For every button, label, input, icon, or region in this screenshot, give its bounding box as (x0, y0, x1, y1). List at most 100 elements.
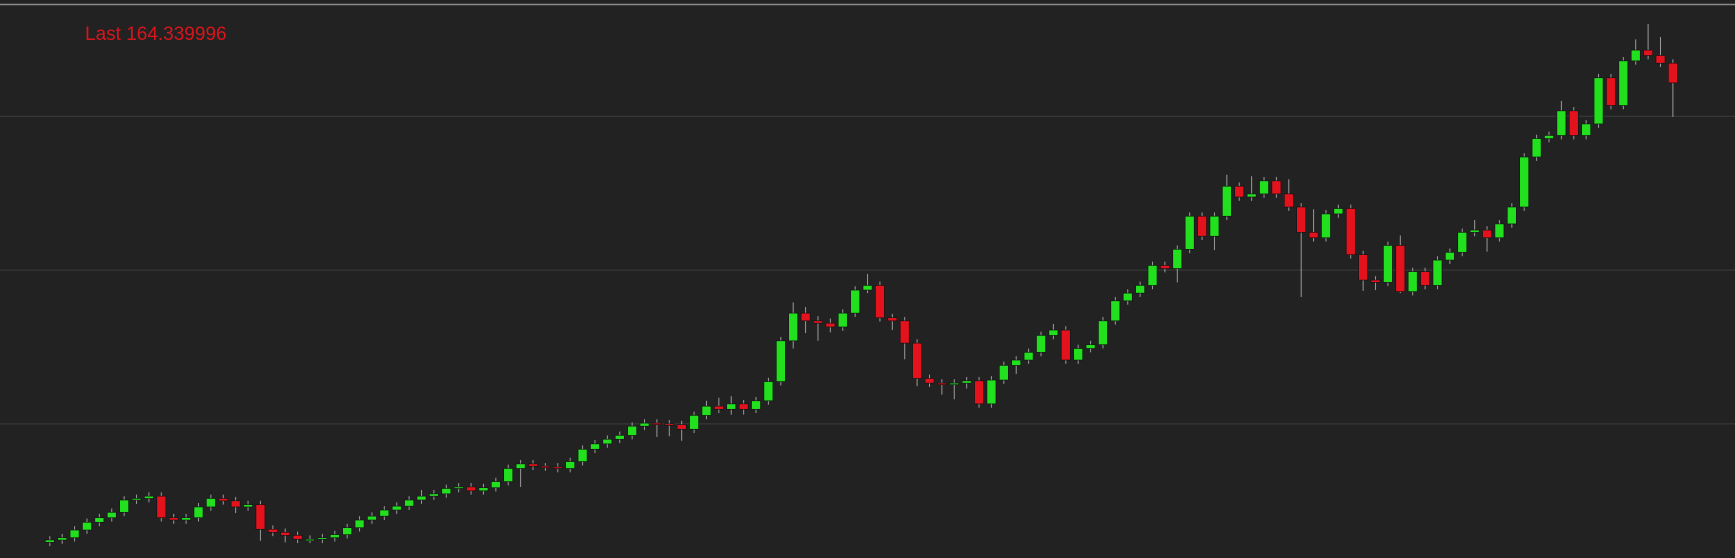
candle-body (1519, 156, 1530, 208)
candle-body (726, 403, 737, 410)
candle-body (1345, 208, 1356, 255)
candle-body (912, 342, 922, 379)
candle-body (1060, 329, 1071, 361)
candle-body (82, 522, 92, 531)
candle-body (1085, 344, 1096, 349)
candle-body (701, 405, 712, 416)
candle-body (391, 505, 402, 511)
candle-body (1432, 259, 1443, 286)
candle-body (255, 504, 266, 530)
candle-body (751, 400, 761, 410)
candle-body (416, 495, 427, 501)
candle-body (676, 424, 687, 430)
candle-body (776, 340, 786, 382)
candle-body (1655, 55, 1666, 64)
candle-body (1073, 348, 1083, 361)
candle-body (466, 486, 476, 492)
candle-body (1209, 215, 1220, 237)
candle-body (1246, 193, 1257, 198)
candle-body (1395, 245, 1406, 292)
candle-body (1333, 208, 1344, 215)
candle-body (131, 498, 142, 501)
candle-body (156, 495, 167, 519)
candle-body (1122, 292, 1133, 302)
candle-body (1259, 180, 1269, 195)
candle-body (1147, 265, 1158, 286)
candle-body (206, 498, 216, 508)
candle-body (1383, 245, 1393, 283)
candle-body (1494, 223, 1505, 239)
candle-body (1581, 123, 1591, 136)
candle-body (106, 512, 117, 519)
candle-body (850, 289, 860, 314)
candle-body (317, 537, 328, 540)
candle-body (1544, 135, 1554, 139)
candle-body (1482, 229, 1492, 239)
candle-body (689, 415, 699, 430)
candle-body (1358, 254, 1368, 281)
candle-body (503, 468, 514, 482)
candle-body (1531, 138, 1542, 158)
candle-body (515, 463, 526, 469)
candle-body (57, 537, 67, 541)
candle-body (441, 488, 452, 495)
candle-body (367, 515, 377, 521)
candle-body (862, 285, 873, 291)
candle-body (243, 504, 253, 508)
candle-body (565, 461, 575, 469)
candle-body (218, 498, 229, 502)
candle-body (937, 382, 947, 385)
candle-body (119, 499, 129, 513)
candle-body (491, 481, 501, 489)
candle-body (305, 538, 315, 542)
candle-body (590, 443, 600, 450)
candle-body (1172, 248, 1183, 269)
candle-body (1469, 229, 1480, 233)
candle-body (1023, 352, 1034, 361)
candle-body (1011, 359, 1022, 366)
candle-body (552, 466, 563, 469)
candle-body (329, 534, 340, 539)
candle-body (875, 285, 885, 319)
candle-body (627, 425, 637, 436)
candle-body (924, 378, 935, 384)
candle-body (1507, 206, 1517, 225)
candle-body (1618, 60, 1629, 106)
candle-body (1420, 271, 1430, 286)
candle-body (1222, 185, 1232, 217)
candle-body (664, 423, 675, 426)
candle-body (1284, 193, 1294, 208)
candle-body (837, 312, 848, 328)
candle-body (1036, 335, 1046, 353)
candle-body (899, 320, 910, 344)
candle-body (280, 532, 291, 536)
candle-body (1296, 206, 1306, 233)
candle-body (577, 448, 588, 462)
candle-body (1457, 232, 1468, 253)
candle-body (69, 529, 80, 539)
candle-body (1160, 265, 1170, 269)
grid (0, 115, 1735, 425)
candle-body (1370, 279, 1381, 283)
candle-body (738, 403, 749, 410)
chart-title: Last 164.339996 (85, 24, 227, 45)
candle-body (614, 435, 625, 440)
candle-body (1197, 215, 1207, 237)
candle-body (292, 535, 303, 540)
candle-body (1234, 185, 1245, 198)
candle-body (1321, 213, 1331, 239)
candle-body (986, 379, 997, 405)
candle-body (1135, 285, 1145, 294)
candle-body (404, 499, 414, 507)
candle-body (1606, 77, 1616, 106)
candle-body (1556, 110, 1567, 136)
candle-body (478, 487, 489, 492)
candle-body (1445, 252, 1455, 261)
candle-body (602, 438, 613, 445)
candle-body (999, 365, 1009, 381)
candle-body (1407, 271, 1418, 292)
candle-body (193, 506, 204, 519)
candle-body (168, 517, 179, 521)
